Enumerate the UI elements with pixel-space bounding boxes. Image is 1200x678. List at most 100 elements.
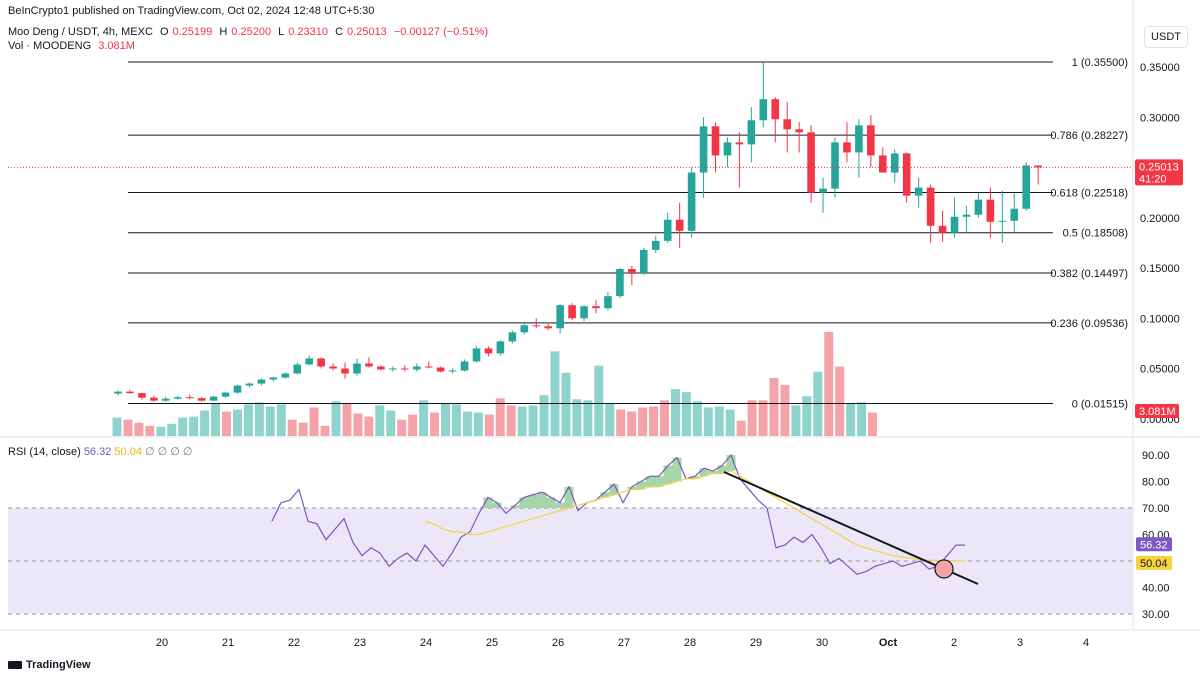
candle-body — [257, 379, 266, 384]
price-tick-label: 0.05000 — [1140, 364, 1180, 376]
volume-bar — [703, 407, 713, 436]
volume-bar — [189, 416, 199, 436]
candle-body — [329, 366, 337, 369]
volume-bar — [309, 407, 319, 436]
last-price-label: 0.25013 — [1139, 161, 1179, 173]
time-tick-label: 23 — [354, 637, 366, 649]
time-tick-label: 4 — [1083, 637, 1089, 649]
volume-bar — [725, 409, 735, 436]
candle-body — [401, 368, 409, 370]
candle-body — [998, 220, 1007, 222]
fib-level-label: 0.382 (0.14497) — [1050, 268, 1128, 280]
time-tick-label: 29 — [750, 637, 762, 649]
volume-bar — [605, 403, 615, 436]
open-label: O — [159, 26, 169, 38]
candle-body — [221, 392, 230, 397]
volume-bar — [276, 404, 286, 436]
candle-body — [795, 129, 803, 133]
candle-body — [245, 383, 254, 386]
candle-body — [759, 99, 768, 121]
time-tick-label: 22 — [288, 637, 300, 649]
volume-bar — [331, 401, 341, 436]
volume-bar — [660, 400, 669, 436]
volume-bar — [868, 412, 878, 436]
volume-bar — [572, 399, 582, 436]
tradingview-icon — [8, 661, 22, 669]
rsi-value-tag — [1136, 537, 1172, 552]
candle-body — [616, 269, 624, 297]
currency-button[interactable]: USDT — [1144, 26, 1188, 48]
rsi-value-tag-label: 56.32 — [1140, 539, 1168, 551]
price-tick-label: 0.35000 — [1140, 62, 1180, 74]
time-tick-label: 2 — [951, 637, 957, 649]
candle-body — [185, 397, 194, 399]
candle-body — [114, 391, 122, 394]
volume-value-label: 3.081M — [1139, 406, 1176, 418]
volume-value-tag — [1135, 404, 1179, 418]
rsi-ma-tag-label: 50.04 — [1140, 558, 1168, 570]
volume-bar — [736, 420, 746, 436]
rsi-ma-tag — [1136, 555, 1172, 570]
candle-body — [448, 370, 457, 372]
candle-body — [735, 142, 744, 145]
volume-bar — [145, 425, 155, 436]
volume-bar — [243, 404, 253, 436]
volume-bar — [408, 414, 418, 436]
volume-bar — [616, 409, 626, 436]
high-label: H — [219, 26, 228, 38]
candle-body — [209, 396, 218, 401]
volume-bar — [265, 406, 275, 436]
candle-body — [460, 361, 469, 371]
candle-body — [341, 368, 349, 374]
time-tick-label: 26 — [552, 637, 564, 649]
rsi-tick-label: 30.00 — [1142, 609, 1170, 621]
candle-body — [783, 119, 791, 130]
candle-body — [568, 305, 576, 319]
candle-body — [532, 325, 541, 327]
candle-body — [831, 142, 839, 189]
candle-body — [1034, 165, 1042, 168]
volume-bar — [430, 412, 440, 436]
time-tick-label: 27 — [618, 637, 630, 649]
candle-body — [472, 348, 481, 362]
price-tick-label: 0.20000 — [1140, 213, 1180, 225]
volume-bar — [298, 422, 308, 436]
volume-bar — [649, 406, 659, 436]
volume-bar — [123, 419, 133, 436]
open-value: 0.25199 — [172, 26, 213, 38]
volume-bar — [134, 422, 144, 436]
volume-bar — [769, 377, 779, 436]
fib-level-label: 0.786 (0.28227) — [1050, 130, 1128, 142]
candle-body — [747, 120, 756, 145]
rsi-tick-label: 80.00 — [1142, 477, 1170, 489]
candle-body — [281, 373, 290, 378]
volume-bar — [758, 400, 768, 436]
volume-bar — [857, 402, 867, 436]
volume-bar — [375, 405, 385, 436]
low-value: 0.23310 — [288, 26, 329, 38]
rsi-legend: RSI (14, close) 56.32 50.04 ∅ ∅ ∅ ∅ — [8, 445, 193, 458]
volume-label: Vol · MOODENG — [8, 40, 92, 52]
close-label: C — [335, 26, 344, 38]
change-value: −0.00127 (−0.51%) — [393, 26, 489, 38]
volume-bar — [714, 406, 724, 436]
candle-body — [926, 187, 935, 226]
candle-body — [986, 199, 995, 222]
volume-bar — [506, 405, 516, 436]
tradingview-logo[interactable]: TradingView — [8, 659, 91, 671]
volume-bar — [200, 410, 210, 436]
candle-body — [723, 142, 732, 156]
candle-body — [197, 398, 206, 401]
candle-body — [496, 341, 505, 354]
candle-body — [914, 187, 923, 196]
candle-body — [962, 214, 971, 217]
candle-body — [138, 393, 146, 398]
symbol-legend: Moo Deng / USDT, 4h, MEXC O 0.25199 H 0.25… — [8, 26, 492, 38]
volume-bar — [419, 400, 429, 436]
candle-body — [508, 332, 517, 342]
volume-bar — [550, 351, 560, 436]
volume-bar — [670, 389, 680, 436]
candle-body — [436, 367, 445, 372]
volume-bar — [320, 425, 330, 436]
candle-body — [317, 358, 325, 367]
